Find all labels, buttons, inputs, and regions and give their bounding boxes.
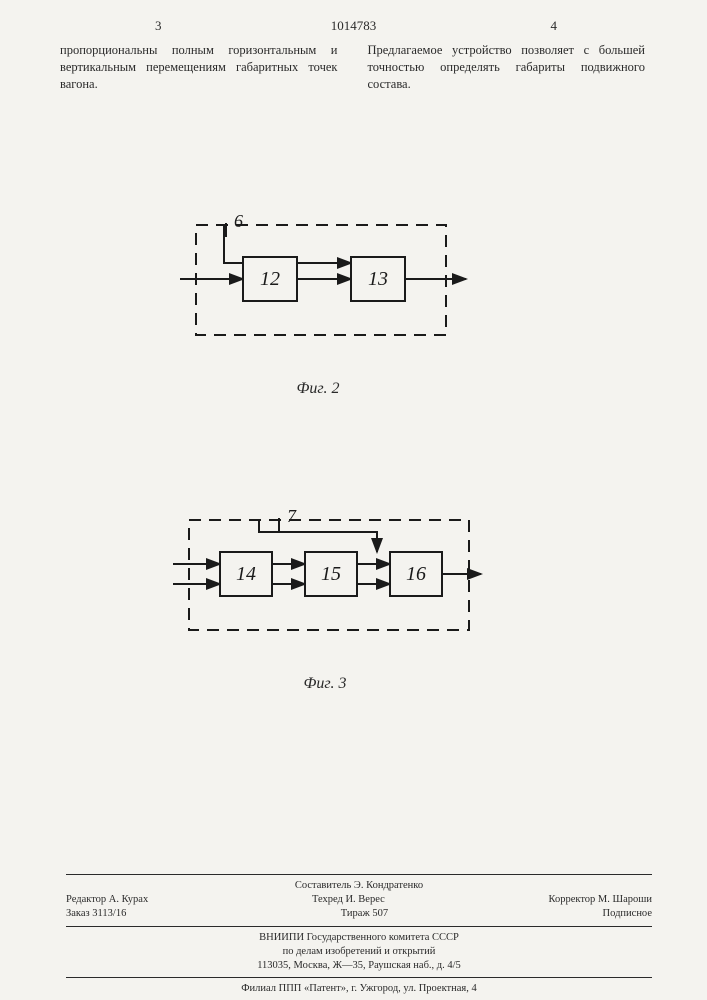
footer-org-block: ВНИИПИ Государственного комитета СССР по… — [66, 931, 652, 974]
footer-org2: по делам изобретений и открытий — [66, 945, 652, 959]
svg-text:7: 7 — [287, 510, 297, 526]
footer-tirazh: Тираж 507 — [341, 907, 388, 921]
body-left-paragraph: пропорциональны полным горизонтальным и … — [60, 42, 338, 93]
footer-addr1: 113035, Москва, Ж—35, Раушская наб., д. … — [66, 959, 652, 973]
footer-addr2: Филиал ППП «Патент», г. Ужгород, ул. Про… — [66, 982, 652, 996]
footer-corrector: Корректор М. Шароши — [549, 893, 652, 907]
figure-3: 7 14 15 16 Фиг. 3 — [165, 510, 485, 690]
footer-subscription: Подписное — [603, 907, 652, 921]
footer-order: Заказ 3113/16 — [66, 907, 126, 921]
footer-techred: Техред И. Верес — [312, 893, 385, 907]
footer-org1: ВНИИПИ Государственного комитета СССР — [66, 931, 652, 945]
svg-text:6: 6 — [234, 215, 243, 231]
svg-text:14: 14 — [236, 563, 256, 585]
body-text: пропорциональны полным горизонтальным и … — [60, 42, 645, 93]
svg-text:13: 13 — [368, 268, 388, 290]
figure-2: 6 12 13 Фиг. 2 — [168, 215, 468, 395]
body-right-paragraph: Предлагаемое устройство позволяет с боль… — [368, 42, 646, 93]
figure-2-caption: Фиг. 2 — [168, 380, 468, 398]
page-number-left: 3 — [155, 18, 162, 34]
footer-print-line: Заказ 3113/16 Тираж 507 Подписное — [66, 907, 652, 921]
footer-editor: Редактор А. Курах — [66, 893, 148, 907]
footer-compiler: Составитель Э. Кондратенко — [66, 879, 652, 893]
figure-3-caption: Фиг. 3 — [165, 675, 485, 693]
figure-2-svg: 6 12 13 — [168, 215, 468, 375]
footer-block: Составитель Э. Кондратенко Редактор А. К… — [66, 870, 652, 996]
svg-text:15: 15 — [321, 563, 341, 585]
svg-text:16: 16 — [406, 563, 426, 585]
footer-rule-top — [66, 874, 652, 875]
page: 3 1014783 4 пропорциональны полным гориз… — [0, 0, 707, 1000]
footer-credits-line: Редактор А. Курах Техред И. Верес Коррек… — [66, 893, 652, 907]
page-number-right: 4 — [551, 18, 558, 34]
document-number: 1014783 — [331, 18, 377, 34]
footer-rule-mid — [66, 926, 652, 927]
svg-text:12: 12 — [260, 268, 280, 290]
footer-rule-bottom — [66, 977, 652, 978]
figure-3-svg: 7 14 15 16 — [165, 510, 485, 670]
